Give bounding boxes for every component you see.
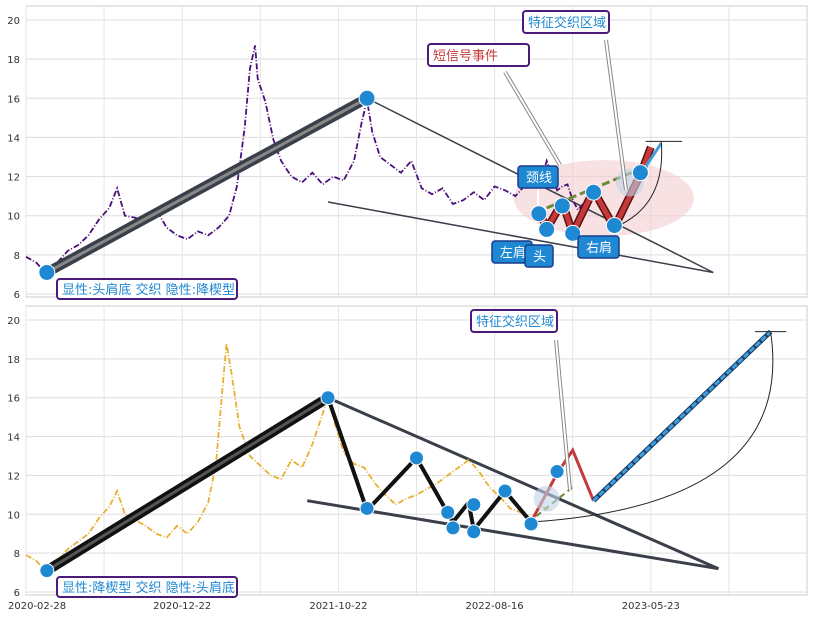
- wedge-upper-line: [327, 396, 720, 571]
- bottom-marker: [466, 497, 482, 513]
- y-tick-label: 6: [14, 290, 20, 301]
- y-tick-label: 16: [7, 394, 20, 405]
- x-tick-labels: 2020-02-28 2020-12-22 2021-10-22 2022-08-16…: [8, 601, 680, 612]
- neckline-label: 颈线: [517, 165, 559, 205]
- left-shoulder-label: 左肩: [491, 240, 533, 264]
- signal-text: 短信号事件: [433, 49, 498, 64]
- bottom-forecast-blue: [592, 330, 772, 502]
- right-shoulder-text: 右肩: [586, 240, 612, 256]
- bottom-marker: [445, 520, 461, 536]
- top-zone-text: 特征交织区域: [528, 15, 606, 31]
- top-pattern-text: 显性:头肩底 交织 隐性:降楔型: [62, 282, 235, 298]
- bottom-marker: [320, 390, 336, 406]
- bottom-marker: [549, 464, 565, 480]
- y-tick-label: 18: [7, 55, 20, 66]
- top-rise-line-inner: [46, 96, 368, 274]
- top-marker: [564, 224, 582, 242]
- bottom-zone-circle: [533, 485, 560, 512]
- y-tick-label: 14: [7, 133, 20, 144]
- neckline-text: 颈线: [526, 171, 552, 186]
- bottom-pattern-path: [326, 397, 533, 532]
- top-zone-label: 特征交织区域: [522, 10, 628, 191]
- y-tick-label: 6: [14, 588, 20, 599]
- bottom-marker: [466, 524, 482, 540]
- bottom-rise-line-inner: [46, 396, 329, 572]
- bottom-zone-label: 特征交织区域: [470, 309, 572, 491]
- head-text: 头: [533, 250, 546, 265]
- x-tick-label: 2021-10-22: [309, 601, 367, 612]
- bottom-price-series: [25, 343, 553, 574]
- y-tick-label: 10: [7, 510, 20, 521]
- top-marker: [530, 205, 548, 223]
- signal-label: 短信号事件: [427, 43, 562, 167]
- x-tick-label: 2022-08-16: [466, 601, 524, 612]
- bottom-markers: [39, 390, 565, 579]
- top-y-tick-labels: 6 8 10 12 14 16 18 20: [7, 16, 20, 301]
- top-markers: [38, 89, 649, 281]
- top-marker: [38, 263, 56, 281]
- bottom-forecast-arc: [531, 331, 774, 523]
- y-tick-label: 20: [7, 316, 20, 327]
- head-label: 头: [524, 244, 554, 268]
- y-tick-label: 20: [7, 16, 20, 27]
- wedge-lower-line: [306, 499, 719, 571]
- x-tick-label: 2020-02-28: [8, 601, 66, 612]
- y-tick-label: 8: [14, 251, 20, 262]
- bottom-y-tick-labels: 6 8 10 12 14 16 18 20: [7, 316, 20, 599]
- top-marker: [538, 220, 556, 238]
- top-marker: [631, 164, 649, 182]
- bottom-pattern-label: 显性:降楔型 交织 隐性:头肩底: [56, 576, 238, 598]
- top-marker: [585, 183, 603, 201]
- y-tick-label: 18: [7, 355, 20, 366]
- wedge-lower-line: [327, 201, 714, 274]
- y-tick-label: 8: [14, 549, 20, 560]
- bottom-marker: [440, 504, 456, 520]
- x-tick-label: 2023-05-23: [622, 601, 680, 612]
- bottom-marker: [409, 450, 424, 466]
- bottom-zone-text: 特征交织区域: [476, 314, 554, 330]
- bottom-panel: 6 8 10 12 14 16 18 20 2020-02-28 2020-12-22 2021-…: [7, 305, 808, 612]
- bottom-marker: [523, 516, 539, 532]
- bottom-marker: [39, 563, 55, 579]
- top-pattern-label: 显性:头肩底 交织 隐性:降楔型: [56, 278, 238, 300]
- bottom-marker: [497, 483, 513, 499]
- bottom-marker: [359, 500, 375, 516]
- top-marker: [358, 89, 376, 107]
- top-marker: [605, 217, 623, 234]
- bottom-series: [25, 329, 787, 576]
- top-forecast-arc: [614, 141, 663, 228]
- y-tick-label: 14: [7, 433, 20, 444]
- x-tick-label: 2020-12-22: [153, 601, 211, 612]
- right-shoulder-label: 右肩: [577, 235, 620, 259]
- bottom-pattern-text: 显性:降楔型 交织 隐性:头肩底: [62, 580, 235, 596]
- left-shoulder-text: 左肩: [500, 245, 526, 261]
- y-tick-label: 16: [7, 94, 20, 105]
- y-tick-label: 10: [7, 212, 20, 223]
- feature-ellipse: [513, 160, 694, 237]
- y-tick-label: 12: [7, 471, 20, 482]
- top-marker: [553, 197, 571, 215]
- top-panel: 6 8 10 12 14 16 18 20: [7, 5, 808, 301]
- y-tick-label: 12: [7, 173, 20, 184]
